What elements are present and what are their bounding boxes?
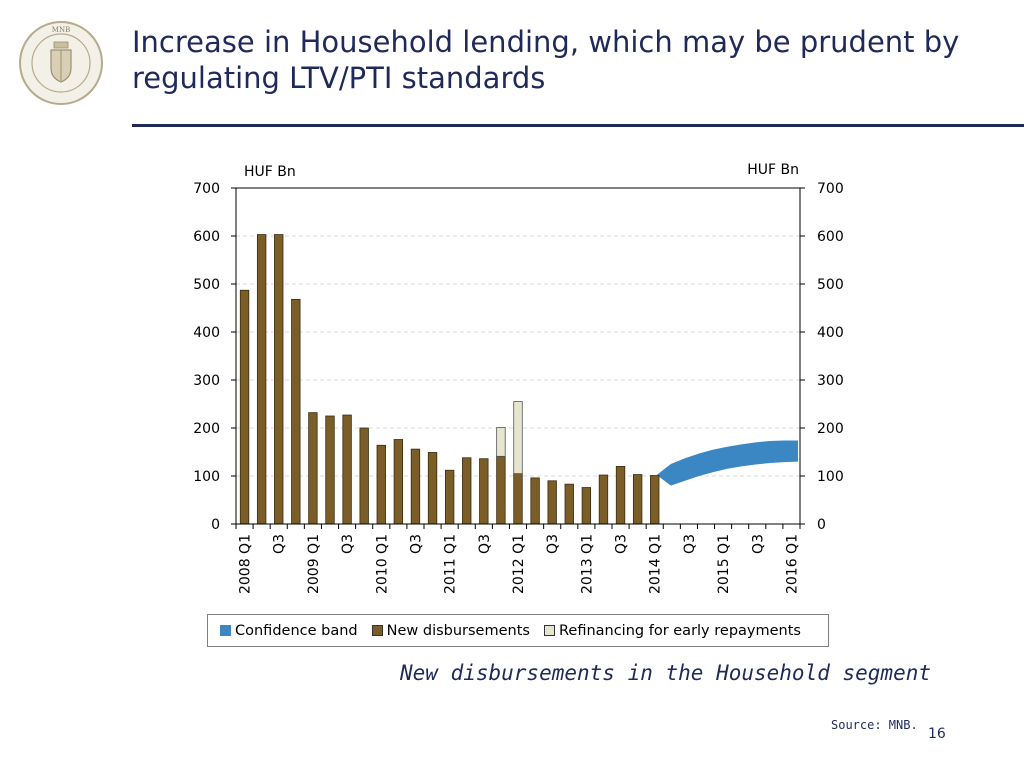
page-number: 16 [928, 726, 946, 742]
y-tick-label-left: 300 [193, 373, 220, 389]
bar-new-disbursements [342, 414, 352, 525]
bar-new-disbursements [530, 477, 540, 525]
x-tick-label: Q3 [750, 534, 766, 554]
bar-new-disbursements [632, 474, 643, 525]
bar-new-disbursements [359, 427, 369, 525]
x-tick-label: Q3 [477, 534, 493, 554]
bar-new-disbursements [513, 473, 523, 525]
y-tick-label-right: 100 [817, 469, 844, 485]
bar-new-disbursements [308, 412, 318, 525]
bar-new-disbursements [274, 234, 284, 525]
left-axis-unit-label: HUF Bn [244, 164, 296, 180]
mnb-logo: MNB [19, 21, 103, 105]
y-tick-label-left: 500 [193, 277, 220, 293]
bar-new-disbursements [376, 444, 386, 525]
legend-confidence-band: Confidence band [220, 623, 358, 639]
y-tick-label-right: 400 [817, 325, 844, 341]
x-tick-label: Q3 [408, 534, 424, 554]
svg-text:MNB: MNB [52, 26, 70, 34]
y-tick-label-left: 400 [193, 325, 220, 341]
bar-new-disbursements [564, 483, 574, 525]
bar-new-disbursements [581, 487, 592, 525]
chart-legend: Confidence band New disbursements Refina… [207, 614, 829, 647]
x-tick-label: 2015 Q1 [716, 534, 732, 594]
bar-refinancing [496, 427, 506, 457]
y-tick-label-left: 200 [193, 421, 220, 437]
bar-new-disbursements [615, 465, 626, 525]
bar-new-disbursements [496, 455, 506, 525]
title-divider [132, 124, 1024, 127]
bar-new-disbursements [256, 234, 267, 525]
bar-refinancing [513, 401, 523, 475]
x-tick-label: Q3 [614, 534, 630, 554]
bar-new-disbursements [291, 298, 301, 525]
y-tick-label-right: 700 [817, 181, 844, 197]
bar-new-disbursements [479, 458, 489, 525]
y-tick-label-left: 600 [193, 229, 220, 245]
x-tick-label: Q3 [340, 534, 356, 554]
legend-label-new-disbursements: New disbursements [386, 622, 530, 639]
x-tick-label: 2011 Q1 [443, 534, 459, 594]
legend-swatch-new-disbursements [371, 625, 383, 636]
bar-new-disbursements [547, 480, 557, 525]
x-tick-label: Q3 [545, 534, 561, 554]
x-tick-label: 2010 Q1 [374, 534, 390, 594]
bar-new-disbursements [427, 452, 438, 525]
bar-new-disbursements [410, 448, 421, 525]
x-tick-label: 2016 Q1 [784, 534, 800, 594]
legend-label-refinancing: Refinancing for early repayments [558, 622, 801, 639]
confidence-band-area [656, 440, 798, 486]
x-tick-label: 2014 Q1 [648, 534, 664, 594]
y-tick-label-right: 0 [817, 517, 826, 533]
legend-label-confidence-band: Confidence band [235, 622, 358, 639]
x-tick-label: Q3 [272, 534, 288, 554]
bar-new-disbursements [239, 289, 250, 525]
legend-new-disbursements: New disbursements [371, 622, 530, 639]
bar-new-disbursements [650, 475, 660, 525]
bar-new-disbursements [393, 439, 404, 525]
source-note: Source: MNB. [831, 718, 918, 732]
bar-new-disbursements [462, 457, 472, 525]
y-tick-label-left: 0 [211, 517, 220, 533]
legend-swatch-refinancing [543, 625, 555, 636]
y-tick-label-right: 600 [817, 229, 844, 245]
y-tick-label-right: 200 [817, 421, 844, 437]
bar-new-disbursements [598, 474, 609, 525]
y-tick-label-right: 500 [817, 277, 844, 293]
y-tick-label-right: 300 [817, 373, 844, 389]
bar-new-disbursements [325, 415, 335, 525]
x-tick-label: 2012 Q1 [511, 534, 527, 594]
slide-title: Increase in Household lending, which may… [132, 25, 960, 95]
right-axis-unit-label: HUF Bn [747, 162, 799, 178]
y-tick-label-left: 100 [193, 469, 220, 485]
x-tick-label: 2013 Q1 [579, 534, 595, 594]
x-tick-label: 2008 Q1 [238, 534, 254, 594]
legend-swatch-confidence-band [220, 625, 231, 636]
x-tick-label: Q3 [682, 534, 698, 554]
y-tick-label-left: 700 [193, 181, 220, 197]
bar-new-disbursements [444, 469, 455, 525]
chart-caption: New disbursements in the Household segme… [400, 661, 932, 685]
x-tick-label: 2009 Q1 [306, 534, 322, 594]
legend-refinancing: Refinancing for early repayments [543, 622, 801, 639]
